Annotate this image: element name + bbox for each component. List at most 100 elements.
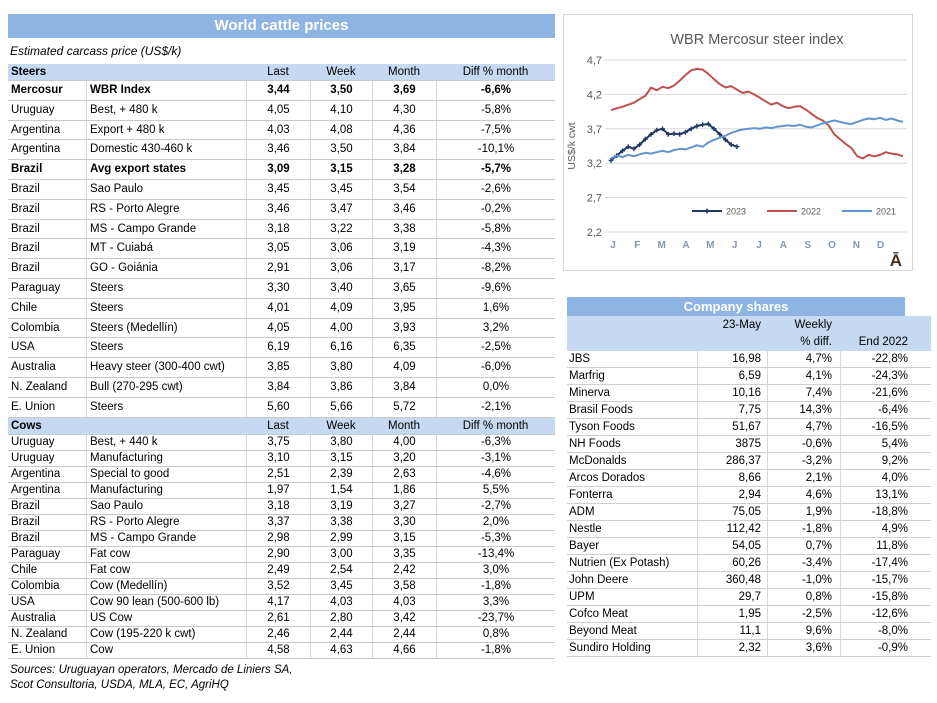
description-cell: Avg export states [86, 160, 246, 179]
country-cell: Brazil [11, 202, 40, 215]
country-cell: Mercosur [11, 84, 63, 96]
diff-cell: 3,2% [436, 318, 555, 338]
month-cell: 3,65 [372, 278, 436, 298]
end-2022-cell: 13,1% [840, 487, 931, 503]
x-tick-label: S [804, 240, 811, 251]
last-cell: 4,58 [246, 642, 310, 658]
column-header-weekly: Weekly [794, 319, 833, 331]
end-2022-cell: 11,8% [840, 538, 931, 554]
company-row: Cofco Meat 1,95 -2,5% -12,6% [567, 606, 931, 623]
company-name-cell: John Deere [569, 574, 629, 586]
steer-index-chart-panel: WBR Mercosur steer index 4,7 4,2 3,7 3,2 2,7 2… [563, 14, 913, 271]
week-cell: 3,06 [310, 239, 372, 259]
description-cell: WBR Index [86, 81, 246, 100]
diff-cell: -5,7% [436, 160, 555, 179]
section-header-row: Steers Last Week Month Diff % month [8, 64, 555, 81]
weekly-diff-cell: -2,5% [767, 606, 840, 622]
table-row: Uruguay Best, + 480 k 4,05 4,10 4,30 -5,8% [8, 100, 555, 121]
country-cell: USA [11, 341, 35, 354]
country-cell: Chile [11, 563, 38, 576]
diff-cell: -2,6% [436, 179, 555, 199]
diff-cell: -9,6% [436, 278, 555, 298]
week-cell: 4,00 [310, 318, 372, 338]
description-cell: Manufacturing [86, 450, 246, 466]
description-cell: Cow [86, 642, 246, 658]
price-section-cows: Cows Last Week Month Diff % month Uruguay Best… [8, 417, 555, 659]
country-cell: Colombia [11, 579, 60, 592]
month-cell: 3,27 [372, 498, 436, 514]
company-row: McDonalds 286,37 -3,2% 9,2% [567, 453, 931, 470]
company-name-cell: Marfrig [569, 370, 605, 382]
company-shares-panel: Company shares 23-May Weekly % diff. End… [567, 297, 931, 657]
week-cell: 3,06 [310, 259, 372, 278]
weekly-diff-cell: 4,7% [767, 351, 840, 367]
panel-title: World cattle prices [8, 14, 555, 38]
y-axis-label: US$/k cwt [566, 122, 578, 169]
price-cell: 11,1 [697, 623, 767, 639]
country-cell: Brazil [11, 222, 40, 235]
last-cell: 3,75 [246, 434, 310, 450]
country-cell: Argentina [11, 483, 61, 496]
description-cell: MT - Cuiabá [86, 239, 246, 259]
table-row: N. Zealand Cow (195-220 k cwt) 2,46 2,44 2,4… [8, 626, 555, 643]
week-cell: 3,22 [310, 219, 372, 239]
country-cell: Brazil [11, 182, 40, 195]
company-name-cell: Brasil Foods [569, 404, 633, 416]
month-cell: 3,95 [372, 298, 436, 318]
description-cell: MS - Campo Grande [86, 530, 246, 546]
week-cell: 3,50 [310, 140, 372, 160]
last-cell: 3,46 [246, 140, 310, 160]
description-cell: Domestic 430-460 k [86, 140, 246, 160]
company-row: Brasil Foods 7,75 14,3% -6,4% [567, 402, 931, 419]
column-header: Month [388, 66, 420, 78]
description-cell: Cow (195-220 k cwt) [86, 626, 246, 642]
last-cell: 4,17 [246, 594, 310, 610]
month-cell: 3,54 [372, 179, 436, 199]
x-tick-label: A [780, 240, 787, 251]
spacer [86, 64, 246, 80]
month-cell: 2,44 [372, 626, 436, 642]
weekly-diff-cell: 1,9% [767, 504, 840, 520]
week-cell: 3,38 [310, 514, 372, 530]
price-cell: 54,05 [697, 538, 767, 554]
spacer [86, 418, 246, 434]
price-cell: 29,7 [697, 589, 767, 605]
last-cell: 2,90 [246, 546, 310, 562]
week-cell: 2,99 [310, 530, 372, 546]
steer-index-chart: WBR Mercosur steer index 4,7 4,2 3,7 3,2 2,7 2… [566, 32, 907, 270]
month-cell: 4,66 [372, 642, 436, 658]
week-cell: 2,39 [310, 466, 372, 482]
diff-cell: -6,0% [436, 358, 555, 377]
country-cell: Argentina [11, 123, 61, 136]
diff-cell: -23,7% [436, 610, 555, 626]
table-row: Brazil MS - Campo Grande 2,98 2,99 3,15 -5,3% [8, 530, 555, 547]
column-header: Last [267, 419, 289, 432]
month-cell: 1,86 [372, 482, 436, 498]
table-row: Argentina Domestic 430-460 k 3,46 3,50 3,84-… [8, 140, 555, 161]
last-cell: 4,01 [246, 298, 310, 318]
company-row: Nutrien (Ex Potash) 60,26 -3,4% -17,4% [567, 555, 931, 572]
country-cell: E. Union [11, 643, 56, 656]
month-cell: 3,20 [372, 450, 436, 466]
week-cell: 3,45 [310, 179, 372, 199]
company-shares-rows: JBS 16,98 4,7% -22,8% Marfrig 6,59 4,1% -24,3% M… [567, 351, 931, 657]
last-cell: 3,05 [246, 239, 310, 259]
company-row: Fonterra 2,94 4,6% 13,1% [567, 487, 931, 504]
last-cell: 3,30 [246, 278, 310, 298]
x-tick-label: J [732, 240, 738, 251]
price-section-steers: Steers Last Week Month Diff % month Mercosur W… [8, 64, 555, 418]
weekly-diff-cell: -0,6% [767, 436, 840, 452]
table-row: Brazil RS - Porto Alegre 3,37 3,38 3,30 2,0% [8, 514, 555, 531]
legend-label-2022: 2022 [801, 207, 821, 217]
diff-cell: -1,8% [436, 578, 555, 594]
country-cell: Paraguay [11, 547, 61, 560]
country-cell: Uruguay [11, 103, 55, 116]
description-cell: RS - Porto Alegre [86, 514, 246, 530]
sources-line-1: Sources: Uruguayan operators, Mercado de… [10, 663, 293, 676]
week-cell: 3,50 [310, 81, 372, 100]
sources-line-2: Scot Consultoria, USDA, MLA, EC, AgriHQ [10, 678, 229, 691]
country-cell: Colombia [11, 321, 60, 334]
y-tick-label: 3,7 [587, 124, 602, 136]
last-cell: 4,05 [246, 100, 310, 120]
week-cell: 3,00 [310, 546, 372, 562]
